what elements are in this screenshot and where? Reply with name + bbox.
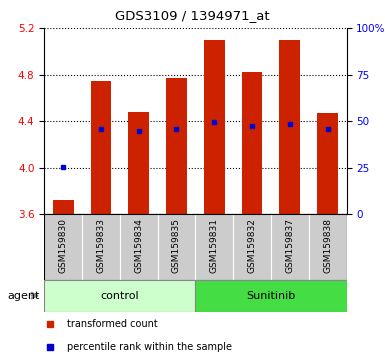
Bar xyxy=(120,214,157,280)
Bar xyxy=(90,81,111,214)
Bar xyxy=(196,214,233,280)
Bar xyxy=(317,113,338,214)
Bar xyxy=(53,200,74,214)
Bar xyxy=(157,214,195,280)
Text: GDS3109 / 1394971_at: GDS3109 / 1394971_at xyxy=(115,9,270,22)
Bar xyxy=(196,280,346,312)
Text: GSM159830: GSM159830 xyxy=(59,218,68,273)
Text: GSM159833: GSM159833 xyxy=(96,218,105,273)
Text: GSM159835: GSM159835 xyxy=(172,218,181,273)
Text: percentile rank within the sample: percentile rank within the sample xyxy=(67,342,232,353)
Text: transformed count: transformed count xyxy=(67,319,158,330)
Bar xyxy=(242,73,263,214)
Bar xyxy=(44,280,196,312)
Text: agent: agent xyxy=(8,291,40,301)
Bar xyxy=(204,40,225,214)
Bar xyxy=(44,214,82,280)
Text: GSM159838: GSM159838 xyxy=(323,218,332,273)
Text: GSM159837: GSM159837 xyxy=(285,218,295,273)
Text: GSM159834: GSM159834 xyxy=(134,218,143,273)
Text: control: control xyxy=(100,291,139,301)
Bar xyxy=(309,214,346,280)
Bar xyxy=(128,112,149,214)
Bar xyxy=(271,214,309,280)
Bar xyxy=(82,214,120,280)
Bar xyxy=(233,214,271,280)
Bar xyxy=(280,40,300,214)
Text: GSM159832: GSM159832 xyxy=(248,218,256,273)
Bar xyxy=(166,78,187,214)
Text: Sunitinib: Sunitinib xyxy=(246,291,296,301)
Text: GSM159831: GSM159831 xyxy=(210,218,219,273)
